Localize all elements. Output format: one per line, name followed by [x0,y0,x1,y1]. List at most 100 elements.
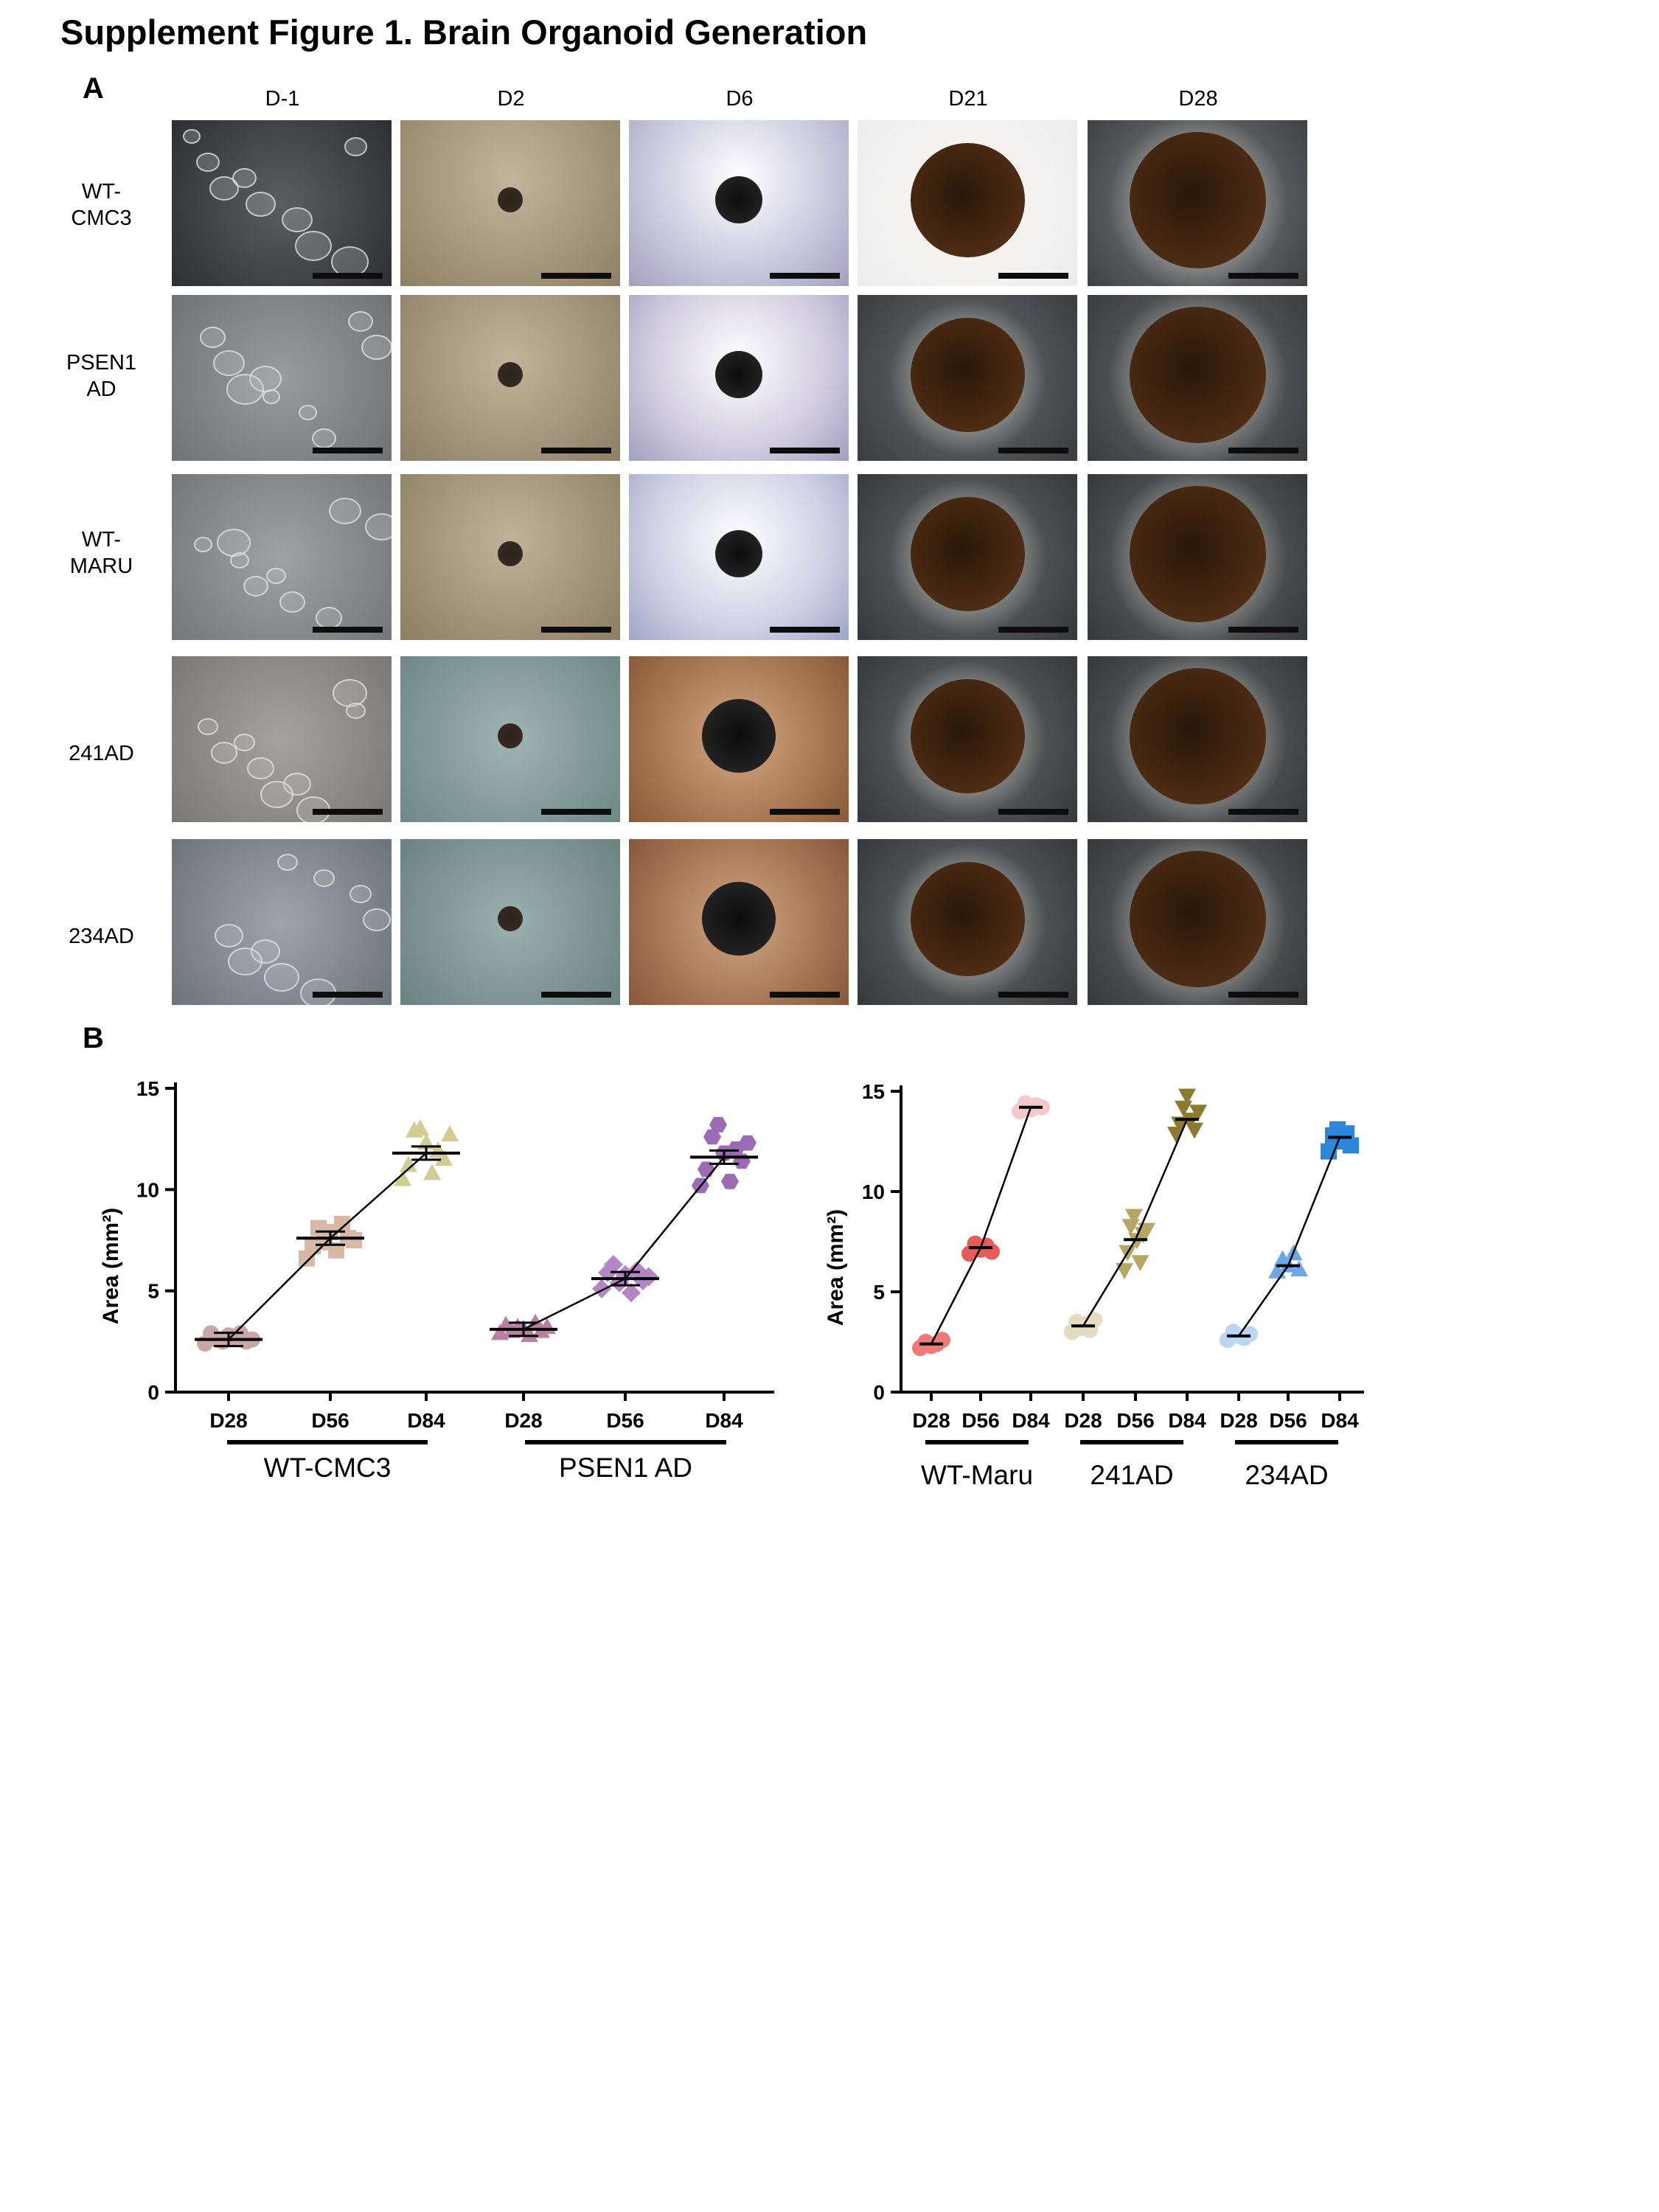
scale-bar [998,809,1068,815]
x-tick-label: D56 [1116,1409,1154,1432]
micrograph-tile [629,474,849,640]
row-label-psen1-ad: PSEN1 AD [41,349,162,403]
organoid [1129,131,1266,268]
scale-bar [998,448,1068,453]
organoid [910,496,1025,611]
cell-colony [346,703,366,720]
organoid [498,541,523,566]
row-label-line2: AD [86,378,116,401]
data-point [721,1173,739,1189]
organoid [1129,485,1266,622]
scale-bar [1228,448,1298,453]
scale-bar [1228,273,1298,279]
y-tick-label: 5 [873,1281,885,1304]
data-point [435,1150,453,1166]
micrograph-tile [629,656,849,822]
data-point [394,1169,411,1186]
panel-b-letter: B [83,1022,104,1054]
scale-bar [313,809,383,815]
micrograph-tile [629,295,849,461]
data-point [334,1216,350,1233]
data-point [1290,1260,1308,1277]
x-tick-label: D28 [209,1409,247,1432]
data-point [346,1232,362,1248]
y-tick-label: 0 [147,1381,159,1404]
scale-bar [313,273,383,279]
data-point [400,1155,417,1172]
organoid [1129,667,1266,804]
micrograph-tile [400,474,620,640]
y-axis-label: Area (mm²) [99,1208,123,1324]
x-tick-label: D84 [705,1409,743,1432]
organoid [498,906,523,931]
scale-bar [1228,992,1298,998]
column-header-d21: D21 [948,87,988,111]
column-header-d-1: D-1 [265,87,300,111]
data-point [1121,1219,1140,1236]
scale-bar [541,627,611,633]
scale-bar [313,992,383,998]
organoid [498,723,523,748]
micrograph-tile [400,656,620,822]
row-label-line1: 241AD [69,742,134,765]
data-point [622,1283,641,1303]
x-tick-label: D28 [912,1409,950,1432]
cell-colony [361,335,392,361]
y-axis-label: Area (mm²) [824,1209,848,1326]
x-tick-label: D56 [606,1409,644,1432]
x-tick-label: D28 [1064,1409,1102,1432]
cell-colony [349,885,372,903]
column-header-d28: D28 [1178,87,1218,111]
chart-left: 0 5 10 15 Area (mm²) D28 D56 D84 WT-CMC3 D28 D56 D8… [99,1077,774,1483]
row-label-line1: PSEN1 [66,351,137,375]
group-label: 241AD [1090,1460,1173,1490]
scale-bar [541,809,611,815]
organoid [910,678,1025,793]
scale-bar [770,273,840,279]
x-tick-label: D84 [1321,1409,1359,1432]
data-point [739,1135,757,1151]
x-tick-label: D56 [961,1409,999,1432]
cell-colony [215,924,243,947]
cell-colony [198,718,218,736]
scale-bar [770,992,840,998]
y-tick-label: 15 [862,1080,885,1103]
micrograph-tile [172,839,392,1005]
cell-colony [295,231,332,261]
micrograph-tile [858,839,1077,1005]
data-point [604,1254,623,1274]
micrograph-tile [1088,656,1307,822]
cell-colony [183,129,201,144]
cell-colony [365,513,392,540]
x-tick-label: D84 [407,1409,445,1432]
data-point [1138,1222,1155,1239]
micrograph-tile [1088,839,1307,1005]
micrograph-tile [629,839,849,1005]
cell-colony [363,908,391,932]
micrograph-tile [858,295,1077,461]
y-tick-label: 5 [147,1280,159,1303]
x-tick-label: D56 [1269,1409,1307,1432]
cell-colony [277,854,298,872]
data-point [703,1129,721,1145]
y-tick-label: 10 [136,1178,159,1201]
x-tick-label: D28 [1220,1409,1257,1432]
organoid [715,176,762,223]
scale-bar [313,448,383,453]
data-point [1242,1326,1258,1343]
cell-colony [194,537,212,552]
data-point [592,1279,611,1298]
scale-bar [541,273,611,279]
micrograph-tile [1088,120,1307,286]
scale-bar [1228,809,1298,815]
scale-bar [998,992,1068,998]
cell-colony [228,947,262,976]
y-tick-label: 0 [873,1381,885,1404]
micrograph-tile [400,295,620,461]
micrograph-tile [858,474,1077,640]
row-label-line1: WT- [81,528,122,552]
cell-colony [211,742,237,764]
scale-bar [770,809,840,815]
micrograph-tile [172,656,392,822]
x-tick-label: D56 [311,1409,349,1432]
